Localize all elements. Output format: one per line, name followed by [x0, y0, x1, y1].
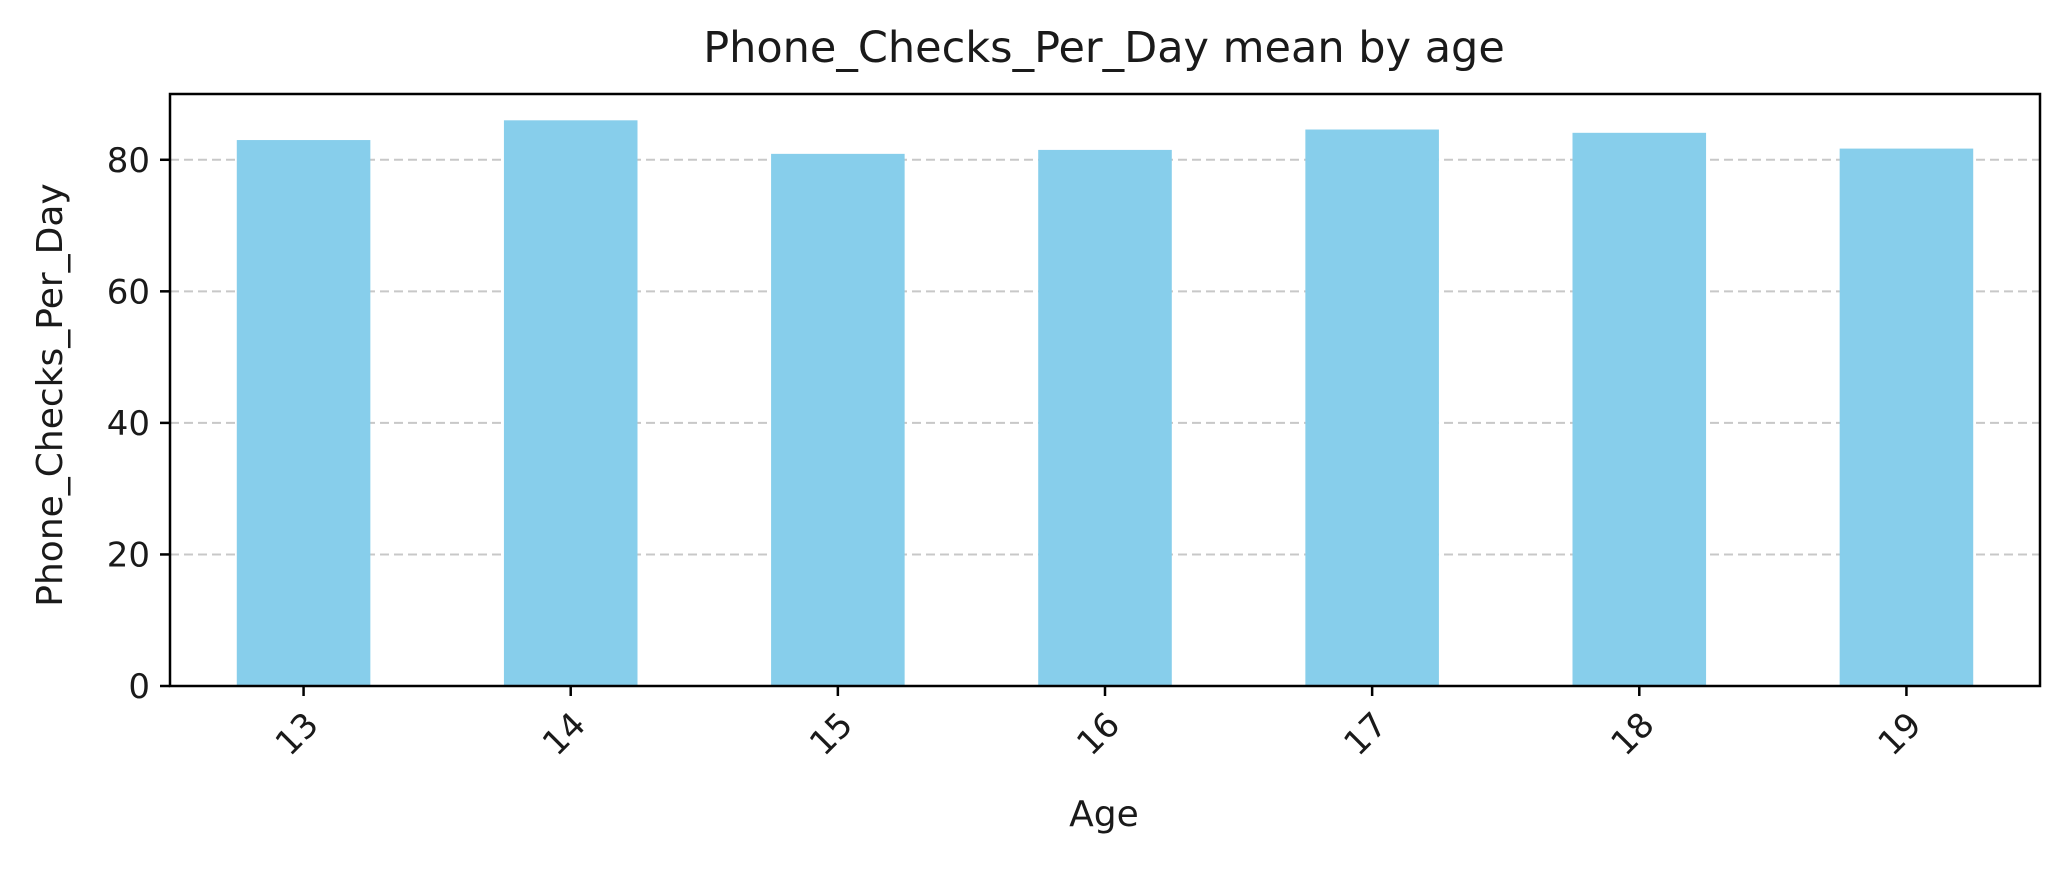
bar-15: [771, 153, 905, 686]
y-tick-label: 80: [107, 141, 150, 181]
bar-14: [503, 120, 638, 687]
x-axis-label: Age: [1069, 794, 1139, 835]
bars: [236, 120, 1974, 687]
y-tick-label: 20: [107, 535, 150, 575]
bar-17: [1305, 129, 1439, 686]
y-tick-label: 40: [107, 404, 150, 444]
y-tick-label: 60: [107, 272, 150, 312]
y-tick-label: 0: [128, 667, 150, 707]
chart-title: Phone_Checks_Per_Day mean by age: [703, 23, 1505, 73]
bar-18: [1572, 132, 1707, 686]
y-axis-label: Phone_Checks_Per_Day: [30, 183, 71, 606]
bar-19: [1839, 148, 1974, 686]
bar-13: [236, 140, 371, 687]
grid-lines: [170, 158, 2040, 556]
bar-16: [1038, 149, 1172, 686]
